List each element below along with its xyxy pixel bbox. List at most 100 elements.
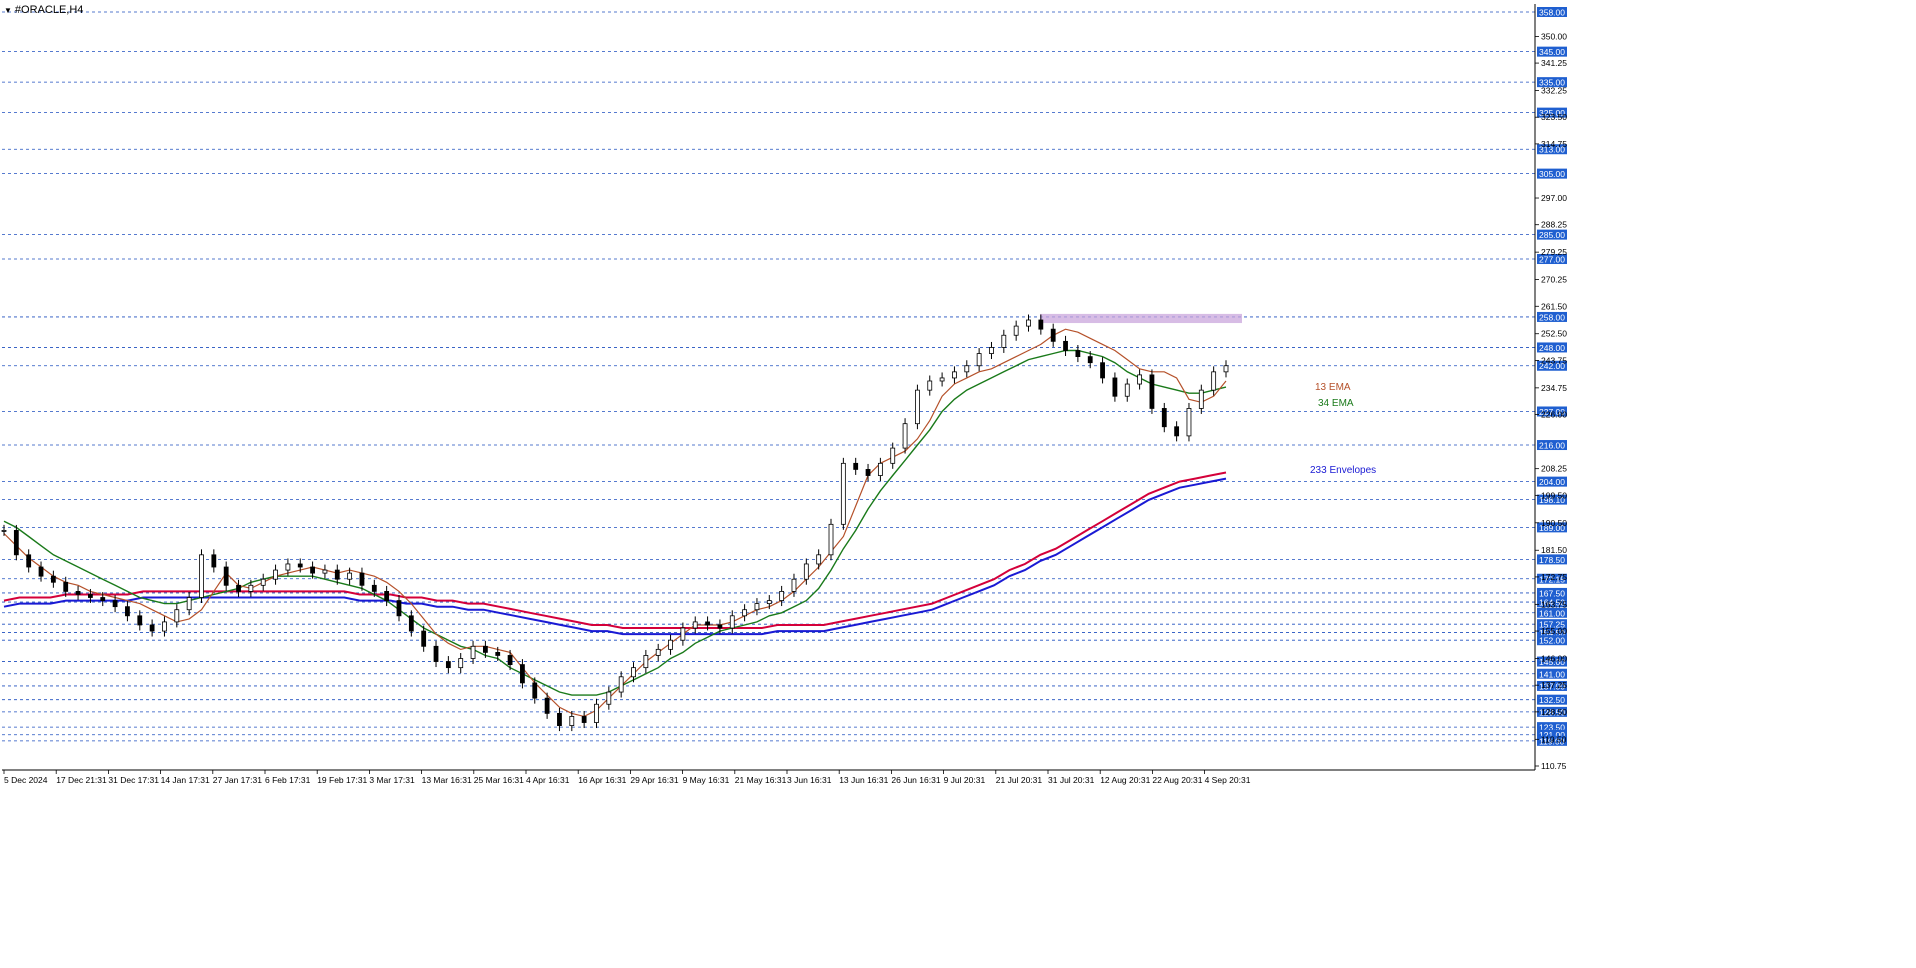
- candle-body: [729, 615, 735, 629]
- candle-body: [470, 645, 476, 659]
- candle-body: [964, 365, 970, 373]
- price-tag-bg: [1537, 168, 1567, 179]
- price-tag: 189.00: [1539, 523, 1565, 533]
- price-tag: 313.00: [1539, 145, 1565, 155]
- candle-body: [532, 682, 538, 699]
- x-tick-label: 29 Apr 16:31: [630, 775, 678, 785]
- candle-body: [75, 591, 81, 595]
- candle-body: [507, 655, 513, 666]
- candle-body: [606, 691, 612, 705]
- candle-body: [310, 566, 315, 574]
- price-tag: 178.50: [1539, 555, 1565, 565]
- price-tag: 119.00: [1539, 736, 1565, 746]
- candle-body: [396, 600, 402, 617]
- price-tag: 358.00: [1539, 8, 1565, 18]
- y-tick-label: 297.00: [1541, 193, 1567, 203]
- candle-body: [902, 423, 908, 449]
- candle-body: [174, 609, 180, 623]
- envelopes-layer: [3, 471, 1227, 636]
- candle-body: [26, 554, 32, 568]
- price-tag: 157.25: [1539, 620, 1565, 630]
- candle-body: [705, 621, 710, 626]
- price-tag-bg: [1537, 494, 1567, 505]
- price-tag: 204.00: [1539, 477, 1565, 487]
- candle-body: [1137, 374, 1142, 385]
- annotation-label: 233 Envelopes: [1310, 465, 1376, 476]
- price-tag: 242.00: [1539, 361, 1565, 371]
- candle-body: [421, 630, 427, 647]
- candle-body: [939, 377, 945, 382]
- y-tick-label: 261.50: [1541, 301, 1567, 311]
- price-tag-bg: [1537, 311, 1567, 322]
- resistance-zone-box: [1040, 313, 1242, 324]
- candle-body: [1087, 356, 1093, 364]
- price-tag: 277.00: [1539, 255, 1565, 265]
- candle-body: [347, 572, 353, 580]
- y-tick-label: 234.75: [1541, 383, 1567, 393]
- x-tick-label: 6 Feb 17:31: [265, 775, 311, 785]
- y-tick-label: 323.50: [1541, 112, 1567, 122]
- ema13-line: [3, 328, 1227, 718]
- price-tag-bg: [1537, 7, 1567, 17]
- candle-body: [371, 584, 377, 592]
- candles-layer: [1, 314, 1229, 732]
- price-tag-bg: [1537, 587, 1567, 598]
- candle-body: [100, 597, 106, 601]
- candle-body: [1063, 340, 1068, 351]
- candle-body: [1161, 408, 1167, 428]
- x-tick-label: 9 May 16:31: [683, 775, 730, 785]
- x-tick-label: 21 May 16:31: [735, 775, 787, 785]
- candle-body: [1026, 319, 1031, 327]
- price-tag-bg: [1537, 360, 1567, 371]
- candle-body: [803, 563, 809, 580]
- candle-body: [581, 716, 587, 723]
- price-tag-bg: [1537, 107, 1567, 118]
- y-tick-label: 314.75: [1541, 139, 1567, 149]
- dropdown-arrow-icon[interactable]: ▼: [4, 5, 12, 15]
- candle-body: [754, 603, 760, 611]
- price-tag-bg: [1537, 254, 1567, 265]
- candle-body: [248, 584, 254, 592]
- candle-body: [125, 606, 130, 617]
- x-tick-label: 31 Dec 17:31: [108, 775, 159, 785]
- candle-body: [1223, 365, 1229, 373]
- envelope-upper-line: [3, 471, 1227, 629]
- y-tick-label: 172.75: [1541, 572, 1567, 582]
- candle-body: [13, 530, 19, 556]
- price-tag: 141.00: [1539, 669, 1565, 679]
- candle-body: [199, 554, 204, 598]
- candle-body: [211, 554, 217, 568]
- symbol-title: ▼ #ORACLE,H4: [4, 4, 83, 16]
- candle-body: [865, 469, 871, 476]
- candle-body: [927, 380, 933, 391]
- candle-body: [186, 597, 192, 611]
- price-tag: 132.50: [1539, 695, 1565, 705]
- price-tag-bg: [1537, 619, 1567, 630]
- x-tick-label: 9 Jul 20:31: [944, 775, 986, 785]
- y-tick-label: 146.00: [1541, 654, 1567, 664]
- candle-body: [149, 624, 155, 632]
- annotation-label: 34 EMA: [1318, 398, 1354, 409]
- candle-body: [791, 578, 797, 592]
- candle-body: [482, 645, 488, 653]
- price-tag: 198.10: [1539, 495, 1565, 505]
- price-tag: 121.00: [1539, 730, 1565, 740]
- price-tag: 161.00: [1539, 608, 1565, 618]
- candle-body: [137, 615, 143, 626]
- candle-body: [334, 569, 340, 580]
- x-tick-label: 26 Jun 16:31: [891, 775, 940, 785]
- x-tick-label: 12 Aug 20:31: [1100, 775, 1150, 785]
- candle-body: [557, 712, 562, 726]
- candle-body: [458, 658, 464, 669]
- candle-body: [88, 594, 93, 598]
- y-tick-label: 279.25: [1541, 247, 1567, 257]
- x-tick-label: 16 Apr 16:31: [578, 775, 626, 785]
- candle-body: [495, 652, 501, 656]
- price-tag: 325.00: [1539, 108, 1565, 118]
- candle-body: [655, 648, 661, 656]
- x-tick-label: 19 Feb 17:31: [317, 775, 367, 785]
- candle-body: [1100, 362, 1105, 379]
- candle-body: [828, 523, 834, 556]
